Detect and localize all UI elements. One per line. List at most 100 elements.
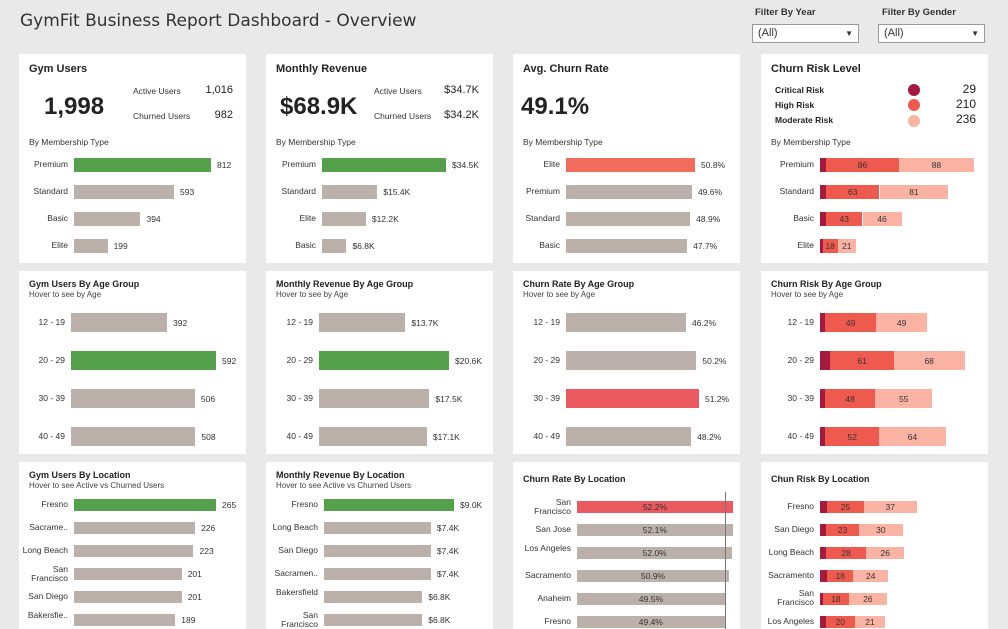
bar-value: 226 [201, 523, 216, 533]
bar-label: Long Beach [22, 545, 68, 555]
filter-gender-label: Filter By Gender [882, 7, 956, 18]
bar-label: Basic [793, 213, 814, 223]
bar-label: Premium [33, 159, 68, 169]
bar [324, 499, 454, 511]
moderate-dot-icon [908, 115, 920, 127]
high-segment [825, 313, 877, 332]
bar-label: 12 - 19 [38, 316, 65, 327]
bar [319, 427, 427, 446]
moderate-segment [899, 158, 974, 172]
bar [74, 212, 141, 226]
filter-year-select[interactable]: (All) ▼ [752, 24, 859, 43]
high-value: 43 [839, 214, 849, 224]
risk-age-subtitle: Hover to see by Age [771, 290, 844, 299]
bar [319, 389, 430, 408]
bar-label: 40 - 49 [38, 430, 65, 441]
bar-value: $6.8K [352, 241, 375, 251]
bar-label: Fresno [41, 499, 68, 509]
bar-label: 20 - 29 [787, 354, 814, 365]
bar-value: 51.2% [705, 393, 730, 404]
bar-value: 52.0% [642, 548, 667, 558]
bar-label: Los Angeles [524, 543, 571, 553]
filter-year-label: Filter By Year [755, 7, 816, 18]
bar [566, 313, 686, 332]
critical-segment [820, 616, 826, 628]
bar-label: Sacrame.. [29, 522, 68, 532]
risk-age-card: Churn Risk By Age Group Hover to see by … [761, 271, 988, 454]
churn-rate-card: Avg. Churn Rate 49.1% By Membership Type… [513, 54, 740, 263]
moderate-value: 24 [866, 571, 876, 581]
revenue-churned-value: $34.2K [444, 109, 479, 121]
high-segment [822, 239, 838, 253]
bar-value: $7.4K [436, 569, 460, 579]
bar-value: 394 [146, 214, 161, 224]
bar-value: 812 [217, 160, 232, 170]
bar-value: $9.0K [460, 500, 483, 510]
bar-value: 49.4% [638, 617, 663, 627]
bar-value: 49.6% [697, 187, 723, 197]
gym-users-title: Gym Users [29, 63, 88, 75]
bar-label: San Francisco [777, 588, 814, 607]
bar [74, 568, 182, 580]
moderate-segment [876, 313, 928, 332]
membership-section-label: By Membership Type [771, 137, 851, 147]
bar-value: 52.1% [642, 525, 667, 535]
high-segment [825, 524, 860, 536]
high-risk-value: 210 [955, 97, 976, 111]
moderate-segment [875, 389, 933, 408]
revenue-location-card: Monthly Revenue By Location Hover to see… [266, 462, 493, 629]
bar-label: 40 - 49 [286, 430, 313, 441]
bar-label: San Francisco [281, 610, 318, 629]
critical-segment [820, 313, 826, 332]
bar-value: $20.6K [455, 355, 482, 366]
bar [324, 568, 431, 580]
gym-users-card: Gym Users 1,998 Active Users 1,016 Churn… [19, 54, 246, 263]
bar-value: $7.4K [436, 546, 460, 556]
high-segment [827, 501, 864, 513]
high-segment [827, 570, 854, 582]
bar-label: 20 - 29 [533, 354, 560, 365]
revenue-location-subtitle: Hover to see Active vs Churned Users [276, 481, 412, 490]
bar [74, 522, 196, 534]
monthly-revenue-card: Monthly Revenue $68.9K Active Users $34.… [266, 54, 493, 263]
bar [577, 501, 733, 513]
bar-label: Standard [779, 186, 815, 196]
bar [71, 389, 195, 408]
bar [74, 545, 194, 557]
moderate-value: 26 [863, 594, 873, 604]
bar-label: Basic [295, 240, 316, 250]
membership-section-label: By Membership Type [29, 137, 109, 147]
critical-segment [820, 427, 826, 446]
revenue-age-title: Monthly Revenue By Age Group [276, 279, 414, 289]
bar [577, 593, 725, 605]
churn-risk-title: Churn Risk Level [771, 63, 861, 75]
moderate-segment [859, 524, 903, 536]
bar [71, 427, 196, 446]
bar-label: Long Beach [272, 522, 318, 532]
churn-risk-card: Churn Risk Level Critical Risk 29 High R… [761, 54, 988, 263]
bar [74, 158, 211, 172]
risk-location-title: Chun Risk By Location [771, 474, 870, 484]
critical-segment [820, 389, 826, 408]
moderate-segment [862, 212, 902, 226]
bar-value: 48.2% [697, 431, 722, 442]
high-segment [825, 389, 876, 408]
bar-value: 50.9% [641, 571, 666, 581]
bar [319, 313, 406, 332]
bar [324, 591, 423, 603]
users-location-subtitle: Hover to see Active vs Churned Users [29, 481, 165, 490]
bar-label: 20 - 29 [286, 354, 313, 365]
high-segment [825, 427, 880, 446]
bar-value: $17.5K [435, 393, 463, 404]
critical-segment [820, 524, 826, 536]
users-location-title: Gym Users By Location [29, 470, 131, 480]
bar-label: San Francisco [534, 497, 571, 516]
high-segment [825, 158, 900, 172]
bar [322, 212, 366, 226]
bar-label: 12 - 19 [787, 316, 814, 327]
critical-segment [820, 185, 826, 199]
bar-label: San Diego [278, 545, 318, 555]
bar-label: Standard [281, 186, 317, 196]
filter-gender-select[interactable]: (All) ▼ [878, 24, 985, 43]
bar-value: $13.7K [411, 317, 439, 328]
